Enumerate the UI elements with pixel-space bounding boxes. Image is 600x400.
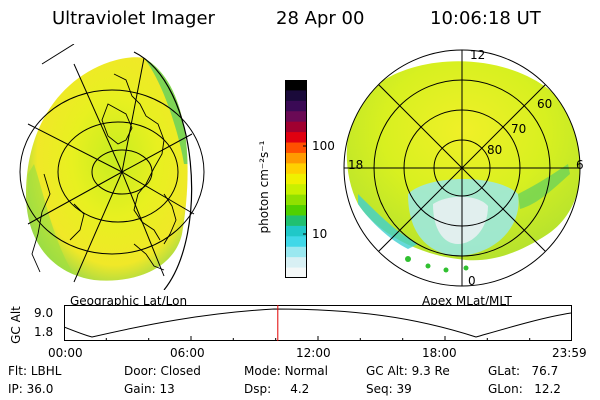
altitude-ytick-high: 9.0 [34, 306, 54, 320]
instrument-title: Ultraviolet Imager [52, 8, 215, 29]
colorbar-stripe [285, 111, 307, 123]
altitude-curve [64, 308, 572, 338]
colorbar-stripe [285, 132, 307, 144]
colorbar-stripe [285, 215, 307, 227]
polar-aurora-image [346, 61, 580, 273]
polar-grid [343, 49, 581, 287]
polar-lat-80: 80 [487, 143, 503, 157]
geo-map-label: Geographic Lat/Lon [70, 294, 188, 308]
info-mode: Mode: Normal [244, 364, 328, 378]
colorbar-stripe [285, 152, 307, 164]
polar-hour-0: 0 [468, 274, 476, 288]
altitude-xtick-4: 23:59 [552, 346, 587, 360]
geo-aurora-image [26, 57, 188, 281]
colorbar-stripe [285, 257, 307, 269]
info-gain: Gain: 13 [124, 382, 175, 396]
altitude-xtick-1: 06:00 [170, 346, 205, 360]
polar-hour-18: 18 [348, 158, 364, 172]
colorbar-stripe [285, 121, 307, 133]
colorbar-stripe [285, 205, 307, 217]
info-glon: GLon: 12.2 [488, 382, 561, 396]
info-ip: IP: 36.0 [8, 382, 54, 396]
altitude-xtick-3: 18:00 [422, 346, 457, 360]
colorbar-stripe [285, 246, 307, 258]
date-label: 28 Apr 00 [276, 8, 365, 29]
colorbar-stripe [285, 267, 307, 278]
geo-graticule [19, 44, 205, 290]
colorbar-stripe [285, 194, 307, 206]
geo-coastlines [31, 73, 177, 273]
colorbar-stripe [285, 184, 307, 196]
polar-hour-12: 12 [470, 48, 486, 62]
polar-lat-60: 60 [537, 97, 553, 111]
info-door: Door: Closed [124, 364, 201, 378]
colorbar-unit-label: photon cm⁻²s⁻¹ [257, 140, 271, 234]
info-dsp: Dsp: 4.2 [244, 382, 310, 396]
colorbar-stripe [285, 142, 307, 154]
polar-lat-70: 70 [511, 122, 527, 136]
altitude-ytick-low: 1.8 [34, 325, 54, 339]
geographic-map [19, 44, 205, 290]
colorbar [285, 80, 307, 278]
colorbar-stripe [285, 173, 307, 185]
altitude-xtick-0: 00:00 [48, 346, 83, 360]
colorbar-stripe [285, 90, 307, 102]
time-label: 10:06:18 UT [430, 8, 541, 29]
info-flt: Flt: LBHL [8, 364, 62, 378]
altitude-xtick-2: 12:00 [296, 346, 331, 360]
info-gc-alt: GC Alt: 9.3 Re [366, 364, 450, 378]
colorbar-stripe [285, 225, 307, 237]
colorbar-stripe [285, 236, 307, 248]
colorbar-tick-100: 100 [312, 139, 335, 153]
polar-map-label: Apex MLat/MLT [422, 294, 512, 308]
colorbar-stripe [285, 163, 307, 175]
polar-hour-6: 6 [576, 158, 584, 172]
colorbar-stripe [285, 100, 307, 112]
geo-speckle [27, 58, 188, 276]
colorbar-tick-10: 10 [312, 227, 328, 241]
colorbar-stripe [285, 80, 307, 92]
info-glat: GLat: 76.7 [488, 364, 559, 378]
polar-map [343, 49, 581, 287]
altitude-plot [64, 305, 572, 341]
altitude-ylabel: GC Alt [9, 306, 23, 344]
info-seq: Seq: 39 [366, 382, 412, 396]
